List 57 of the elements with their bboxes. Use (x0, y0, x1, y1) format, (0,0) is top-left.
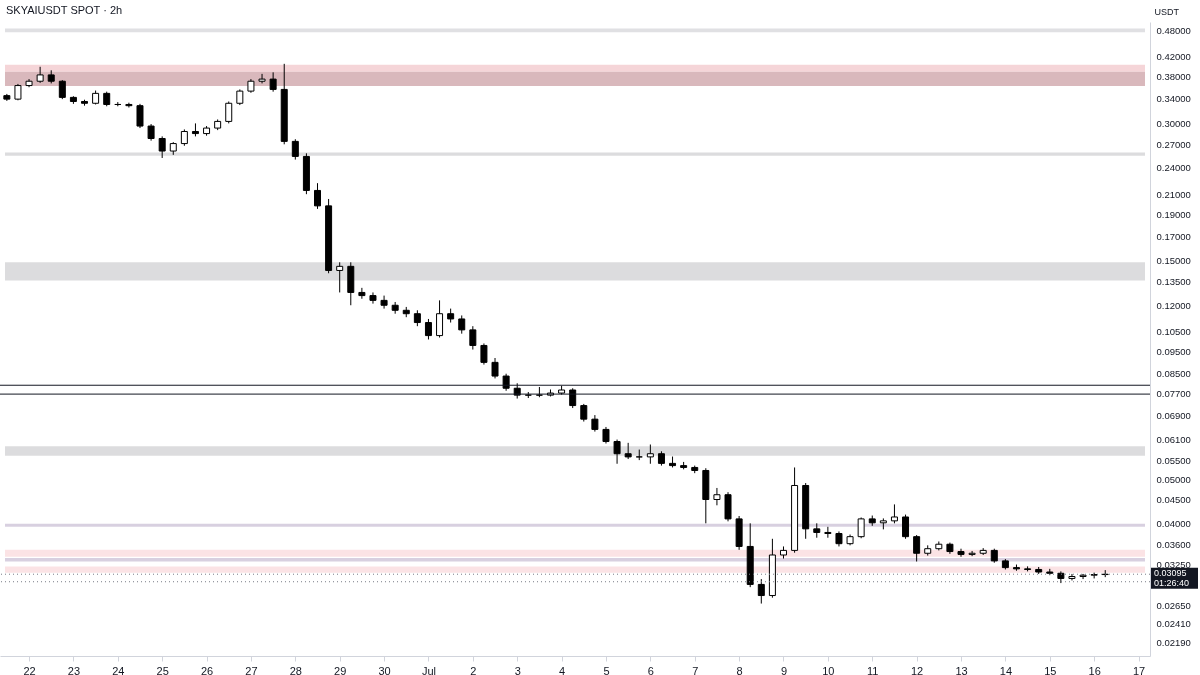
y-tick-label: 0.08500 (1156, 368, 1191, 380)
y-tick-label: 0.05000 (1156, 473, 1191, 485)
y-axis-title: USDT (1154, 6, 1180, 17)
x-tick-label: 4 (559, 664, 566, 675)
x-tick-label: 30 (378, 664, 391, 675)
x-tick-label: 23 (67, 664, 81, 675)
y-tick-label: 0.02650 (1156, 599, 1191, 611)
y-tick-label: 0.06900 (1156, 409, 1191, 421)
x-tick-label: 24 (112, 664, 125, 675)
chart-title: SKYAIUSDT SPOT · 2h (6, 4, 123, 16)
x-tick-label: 11 (867, 664, 879, 675)
x-tick-label: 12 (911, 664, 924, 675)
y-tick-label: 0.05500 (1156, 454, 1191, 466)
y-tick-label: 0.27000 (1156, 138, 1191, 150)
x-tick-label: 5 (603, 664, 610, 675)
x-tick-label: 28 (289, 664, 302, 675)
x-tick-label: 3 (514, 664, 521, 675)
x-tick-label: 2 (470, 664, 477, 675)
y-tick-label: 0.06100 (1156, 434, 1191, 446)
x-tick-label: 27 (245, 664, 258, 675)
x-tick-label: 26 (200, 664, 214, 675)
y-tick-label: 0.04500 (1156, 494, 1191, 506)
x-tick-label: 14 (999, 664, 1013, 675)
x-tick-label: 22 (23, 664, 36, 675)
y-tick-label: 0.42000 (1156, 51, 1191, 63)
y-tick-label: 0.24000 (1156, 162, 1191, 174)
x-tick-label: 29 (334, 664, 347, 675)
y-tick-label: 0.13500 (1156, 276, 1191, 288)
y-tick-label: 0.09500 (1156, 346, 1191, 358)
x-tick-label: Jul (421, 664, 436, 675)
y-tick-label: 0.02410 (1156, 618, 1191, 630)
x-tick-label: 10 (822, 664, 835, 675)
y-tick-label: 0.02190 (1156, 637, 1191, 649)
y-tick-label: 0.15000 (1156, 255, 1191, 267)
y-tick-label: 0.19000 (1156, 208, 1191, 220)
x-tick-label: 9 (780, 664, 788, 675)
x-tick-label: 25 (156, 664, 169, 675)
x-tick-label: 8 (736, 664, 743, 675)
ref-line-label: 0.03095 01:26:40 (1154, 568, 1190, 589)
y-tick-label: 0.07700 (1156, 387, 1191, 399)
y-tick-label: 0.38000 (1156, 70, 1191, 82)
y-tick-label: 0.04000 (1156, 517, 1191, 529)
y-tick-label: 0.10500 (1156, 326, 1191, 338)
y-tick-label: 0.03600 (1156, 538, 1191, 550)
y-tick-label: 0.48000 (1156, 24, 1191, 36)
y-tick-label: 0.12000 (1156, 299, 1191, 311)
x-tick-label: 13 (955, 664, 968, 675)
y-tick-label: 0.03250 (1156, 559, 1191, 571)
x-tick-label: 16 (1088, 664, 1101, 675)
x-tick-label: 17 (1132, 664, 1146, 675)
x-tick-label: 7 (692, 664, 699, 675)
x-tick-label: 6 (647, 664, 654, 675)
y-tick-label: 0.34000 (1156, 93, 1191, 105)
y-tick-label: 0.17000 (1156, 230, 1191, 242)
y-tick-label: 0.30000 (1156, 117, 1191, 129)
x-tick-label: 15 (1044, 664, 1057, 675)
y-tick-label: 0.21000 (1156, 188, 1191, 200)
